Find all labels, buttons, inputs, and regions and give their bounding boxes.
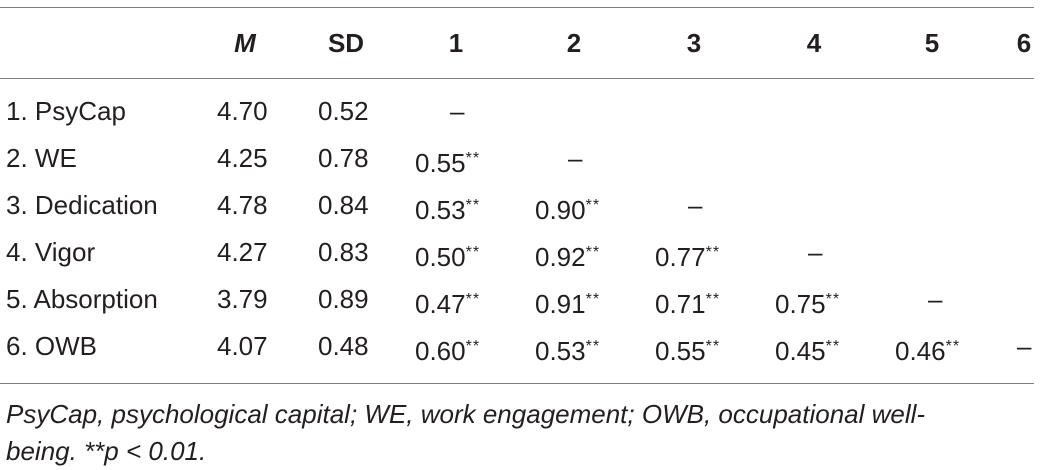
header-col-1: 1: [448, 28, 464, 58]
correlation-cell: 0.92**: [535, 229, 600, 281]
correlation-cell: 0.47**: [415, 276, 480, 328]
correlation-cell: –: [568, 143, 583, 173]
significance-marker: **: [465, 338, 481, 355]
footnote-line: PsyCap, psychological capital; WE, work …: [6, 399, 926, 429]
header-mean: M: [234, 28, 256, 58]
sd-value: 0.78: [318, 143, 369, 173]
correlation-cell: –: [928, 284, 943, 314]
significance-marker: **: [705, 291, 721, 308]
mean-value: 4.27: [217, 237, 268, 267]
table-row: 2. WE 4.25 0.78 0.55** –: [0, 135, 1040, 182]
table-bottom-rule: [0, 383, 1034, 384]
header-col-6: 6: [1016, 28, 1032, 58]
correlation-value: 0.55: [655, 336, 706, 366]
significance-marker: **: [465, 150, 481, 167]
row-label: 6. OWB: [6, 331, 98, 361]
significance-marker: **: [705, 244, 721, 261]
significance-marker: **: [465, 291, 481, 308]
correlation-value: 0.77: [655, 242, 706, 272]
sd-value: 0.84: [318, 190, 369, 220]
correlation-cell: 0.46**: [895, 323, 960, 375]
significance-marker: **: [585, 291, 601, 308]
header-col-2: 2: [566, 28, 582, 58]
correlation-cell: 0.45**: [775, 323, 840, 375]
correlation-cell: 0.71**: [655, 276, 720, 328]
significance-marker: **: [465, 197, 481, 214]
significance-marker: **: [825, 291, 841, 308]
correlation-cell: 0.53**: [535, 323, 600, 375]
correlation-value: 0.92: [535, 242, 586, 272]
header-col-5: 5: [924, 28, 940, 58]
correlation-cell: 0.91**: [535, 276, 600, 328]
significance-marker: **: [585, 197, 601, 214]
mean-value: 4.25: [217, 143, 268, 173]
correlation-value: 0.53: [415, 195, 466, 225]
correlation-cell: 0.90**: [535, 182, 600, 234]
sd-value: 0.48: [318, 331, 369, 361]
table-row: 3. Dedication 4.78 0.84 0.53** 0.90** –: [0, 182, 1040, 229]
correlation-value: 0.50: [415, 242, 466, 272]
correlation-value: 0.53: [535, 336, 586, 366]
sd-value: 0.89: [318, 284, 369, 314]
correlation-value: 0.55: [415, 148, 466, 178]
mean-value: 3.79: [217, 284, 268, 314]
footnote-line: being. **p < 0.01.: [6, 436, 207, 466]
correlation-cell: 0.50**: [415, 229, 480, 281]
correlation-value: 0.71: [655, 289, 706, 319]
table-footnote: PsyCap, psychological capital; WE, work …: [6, 396, 1034, 470]
significance-marker: **: [465, 244, 481, 261]
table-header-row: M SD 1 2 3 4 5 6: [0, 22, 1040, 64]
correlation-cell: 0.53**: [415, 182, 480, 234]
correlation-cell: –: [808, 237, 823, 267]
row-label: 4. Vigor: [6, 237, 96, 267]
correlation-cell: 0.55**: [655, 323, 720, 375]
significance-marker: **: [585, 244, 601, 261]
table-row: 1. PsyCap 4.70 0.52 –: [0, 88, 1040, 135]
row-label: 3. Dedication: [6, 190, 158, 220]
header-sd: SD: [327, 28, 365, 58]
correlation-cell: 0.75**: [775, 276, 840, 328]
mean-value: 4.70: [217, 96, 268, 126]
header-col-3: 3: [686, 28, 702, 58]
table-row: 4. Vigor 4.27 0.83 0.50** 0.92** 0.77** …: [0, 229, 1040, 276]
correlation-value: 0.75: [775, 289, 826, 319]
correlation-cell: –: [1017, 331, 1032, 361]
correlation-cell: –: [688, 190, 703, 220]
correlation-cell: 0.77**: [655, 229, 720, 281]
correlation-cell: 0.55**: [415, 135, 480, 187]
mean-value: 4.78: [217, 190, 268, 220]
table-top-rule: [0, 7, 1034, 8]
correlation-value: 0.91: [535, 289, 586, 319]
correlation-cell: –: [450, 96, 465, 126]
correlation-value: 0.60: [415, 336, 466, 366]
mean-value: 4.07: [217, 331, 268, 361]
significance-marker: **: [945, 338, 961, 355]
row-label: 2. WE: [6, 143, 77, 173]
correlation-value: 0.47: [415, 289, 466, 319]
significance-marker: **: [585, 338, 601, 355]
significance-marker: **: [705, 338, 721, 355]
correlation-value: 0.45: [775, 336, 826, 366]
table-header-rule: [0, 78, 1034, 79]
header-col-4: 4: [806, 28, 822, 58]
significance-marker: **: [825, 338, 841, 355]
row-label: 5. Absorption: [6, 284, 158, 314]
correlation-cell: 0.60**: [415, 323, 480, 375]
correlation-value: 0.46: [895, 336, 946, 366]
sd-value: 0.52: [318, 96, 369, 126]
correlation-value: 0.90: [535, 195, 586, 225]
row-label: 1. PsyCap: [6, 96, 126, 126]
table-row: 5. Absorption 3.79 0.89 0.47** 0.91** 0.…: [0, 276, 1040, 323]
table-row: 6. OWB 4.07 0.48 0.60** 0.53** 0.55** 0.…: [0, 323, 1040, 370]
sd-value: 0.83: [318, 237, 369, 267]
